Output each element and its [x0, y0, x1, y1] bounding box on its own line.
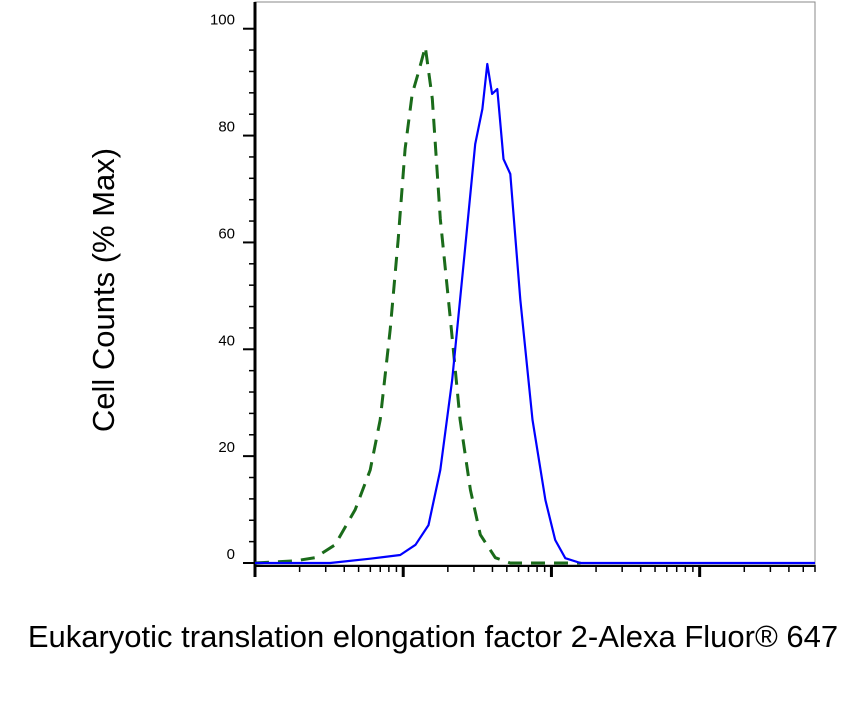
plot-frame: [254, 1, 816, 566]
y-tick-label: 100: [210, 12, 235, 29]
y-tick-label: 40: [218, 332, 235, 349]
histogram-line: [255, 62, 815, 565]
chart: Cell Counts (% Max) 0 20 40 60 80 100: [86, 1, 816, 577]
histogram-line: [254, 45, 581, 565]
y-tick-label: 0: [227, 546, 235, 563]
y-tick-label: 60: [218, 225, 235, 242]
y-tick-label: 80: [218, 119, 235, 136]
y-axis-label: Cell Counts (% Max): [86, 148, 121, 432]
x-axis-label: Eukaryotic translation elongation factor…: [27, 619, 839, 654]
y-tick-label: 20: [218, 439, 235, 456]
